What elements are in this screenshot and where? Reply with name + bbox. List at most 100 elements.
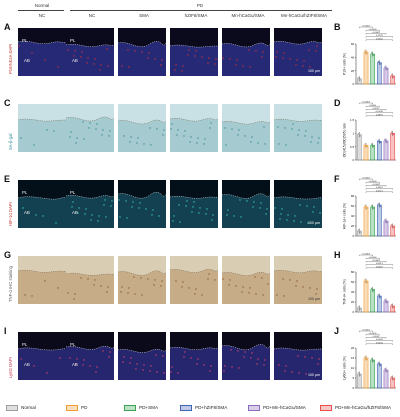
y-tick-label: 80 — [351, 270, 355, 274]
panel-letter-i: I — [4, 326, 7, 336]
data-point — [365, 144, 367, 146]
bar-5 — [383, 369, 389, 389]
p-value-label: <0.0001 — [362, 177, 371, 180]
panel-letter-j: J — [334, 326, 340, 336]
bar-3 — [370, 206, 376, 237]
data-point — [373, 290, 375, 292]
data-point — [385, 369, 387, 371]
y-tick-label: 1.5 — [350, 118, 355, 122]
p-value-label: <0.0001 — [369, 28, 378, 31]
data-point — [378, 140, 380, 142]
significance-bracket — [365, 185, 387, 187]
data-point — [378, 62, 380, 64]
data-point — [371, 52, 373, 54]
stain-label-a: P16INK4A DAPI — [8, 43, 13, 74]
legend-swatch-pd-hzif8 — [180, 405, 192, 411]
data-point — [392, 132, 394, 134]
significance-bracket — [365, 109, 387, 111]
legend-label-normal: Normal — [21, 405, 36, 410]
p-value-label: 0.0005 — [369, 105, 376, 107]
data-point — [385, 67, 387, 69]
micrograph-g-4 — [170, 256, 218, 304]
micrograph-c-6 — [274, 104, 322, 152]
region-label-ab: AB — [72, 58, 78, 63]
data-point — [358, 230, 360, 232]
data-point — [378, 295, 380, 297]
data-point — [359, 79, 361, 81]
chart-axes — [355, 348, 396, 389]
significance-bracket — [359, 178, 373, 181]
micrograph-g-1 — [18, 256, 66, 304]
bar-3 — [370, 359, 376, 389]
bar-3 — [370, 53, 376, 85]
data-point — [379, 63, 381, 65]
bar-1 — [356, 134, 362, 161]
y-tick-label: 0 — [353, 234, 355, 238]
col-header-1: NC — [38, 13, 46, 18]
y-tick-label: 80 — [351, 194, 355, 198]
chart-axes — [355, 272, 396, 313]
data-point — [385, 300, 387, 302]
chart-axes — [355, 196, 396, 237]
y-tick-label: 20 — [351, 346, 355, 350]
panel-letter-d: D — [334, 98, 341, 108]
data-point — [391, 224, 393, 226]
p-value-label: <0.0001 — [362, 101, 371, 104]
p-value-label: <0.0001 — [369, 332, 378, 335]
micrograph-a-4 — [170, 28, 218, 76]
stain-label-i: Ly6G DAPI — [8, 357, 13, 378]
micrograph-a-1: PL AB — [18, 28, 66, 76]
data-point — [371, 143, 373, 145]
region-label-pl: PL — [70, 38, 76, 43]
data-point — [373, 145, 375, 148]
y-tick-label: 15 — [351, 356, 355, 360]
data-point — [357, 76, 359, 79]
y-tick-label: 40 — [351, 290, 355, 294]
legend-label-pd-mn: PD+Mn-hCaGu/SMA — [263, 405, 306, 410]
data-point — [371, 287, 373, 289]
y-axis-label: OD(415)/OD(595) ratio — [343, 123, 347, 158]
micrograph-a-3 — [118, 28, 166, 76]
stain-label-e: HIF-1α DAPI — [8, 202, 13, 226]
micrograph-e-5 — [222, 180, 270, 228]
significance-bracket — [365, 39, 393, 41]
significance-bracket — [365, 261, 387, 263]
p-value-label: 0.1278 — [376, 35, 383, 37]
significance-bracket — [365, 30, 380, 32]
micrograph-a-2: PL AB — [66, 28, 114, 76]
data-point — [359, 374, 361, 376]
bar-2 — [363, 51, 369, 85]
y-tick-label: 1 — [353, 131, 355, 135]
significance-bracket — [359, 26, 373, 29]
micrograph-e-1: PL AB — [18, 180, 66, 228]
p-value-label: 0.3301 — [376, 187, 383, 189]
legend-swatch-pd-sma — [124, 405, 136, 411]
y-tick-label: 20 — [351, 69, 355, 73]
data-point — [393, 306, 395, 308]
significance-bracket — [365, 343, 393, 345]
data-point — [391, 74, 393, 76]
data-point — [372, 53, 374, 55]
significance-bracket — [365, 36, 393, 38]
legend-label-pd-sma: PD+SMA — [139, 405, 159, 410]
col-header-5: Mn-hCaGu/SMA — [231, 13, 265, 18]
bar-5 — [383, 140, 389, 161]
significance-bracket — [359, 102, 373, 105]
stain-label-c: SA-β-gal — [8, 133, 13, 150]
bar-chart-f: HIF-1α+ cells (%) 0 20 40 60 80 <0.0001<0.0001… — [343, 177, 396, 238]
legend: Normal PD PD+SMA PD+hZIF8/SMA PD+Mn-hCaG… — [4, 403, 396, 415]
data-point — [364, 143, 366, 145]
data-point — [365, 206, 367, 208]
micrograph-c-1 — [18, 104, 66, 152]
data-point — [386, 370, 388, 372]
data-point — [378, 363, 380, 365]
p-value-label: <0.0001 — [362, 253, 371, 256]
region-label-ab: AB — [24, 58, 30, 63]
col-header-6: Mn-hCaGu/hZIF8/SMA — [280, 13, 327, 18]
data-point — [393, 378, 395, 380]
chart-axes — [355, 44, 396, 85]
region-label-pl: PL — [22, 190, 28, 195]
y-axis-label: HIF-1α+ cells (%) — [343, 203, 347, 229]
y-tick-label: 0 — [353, 310, 355, 314]
data-point — [372, 288, 374, 291]
